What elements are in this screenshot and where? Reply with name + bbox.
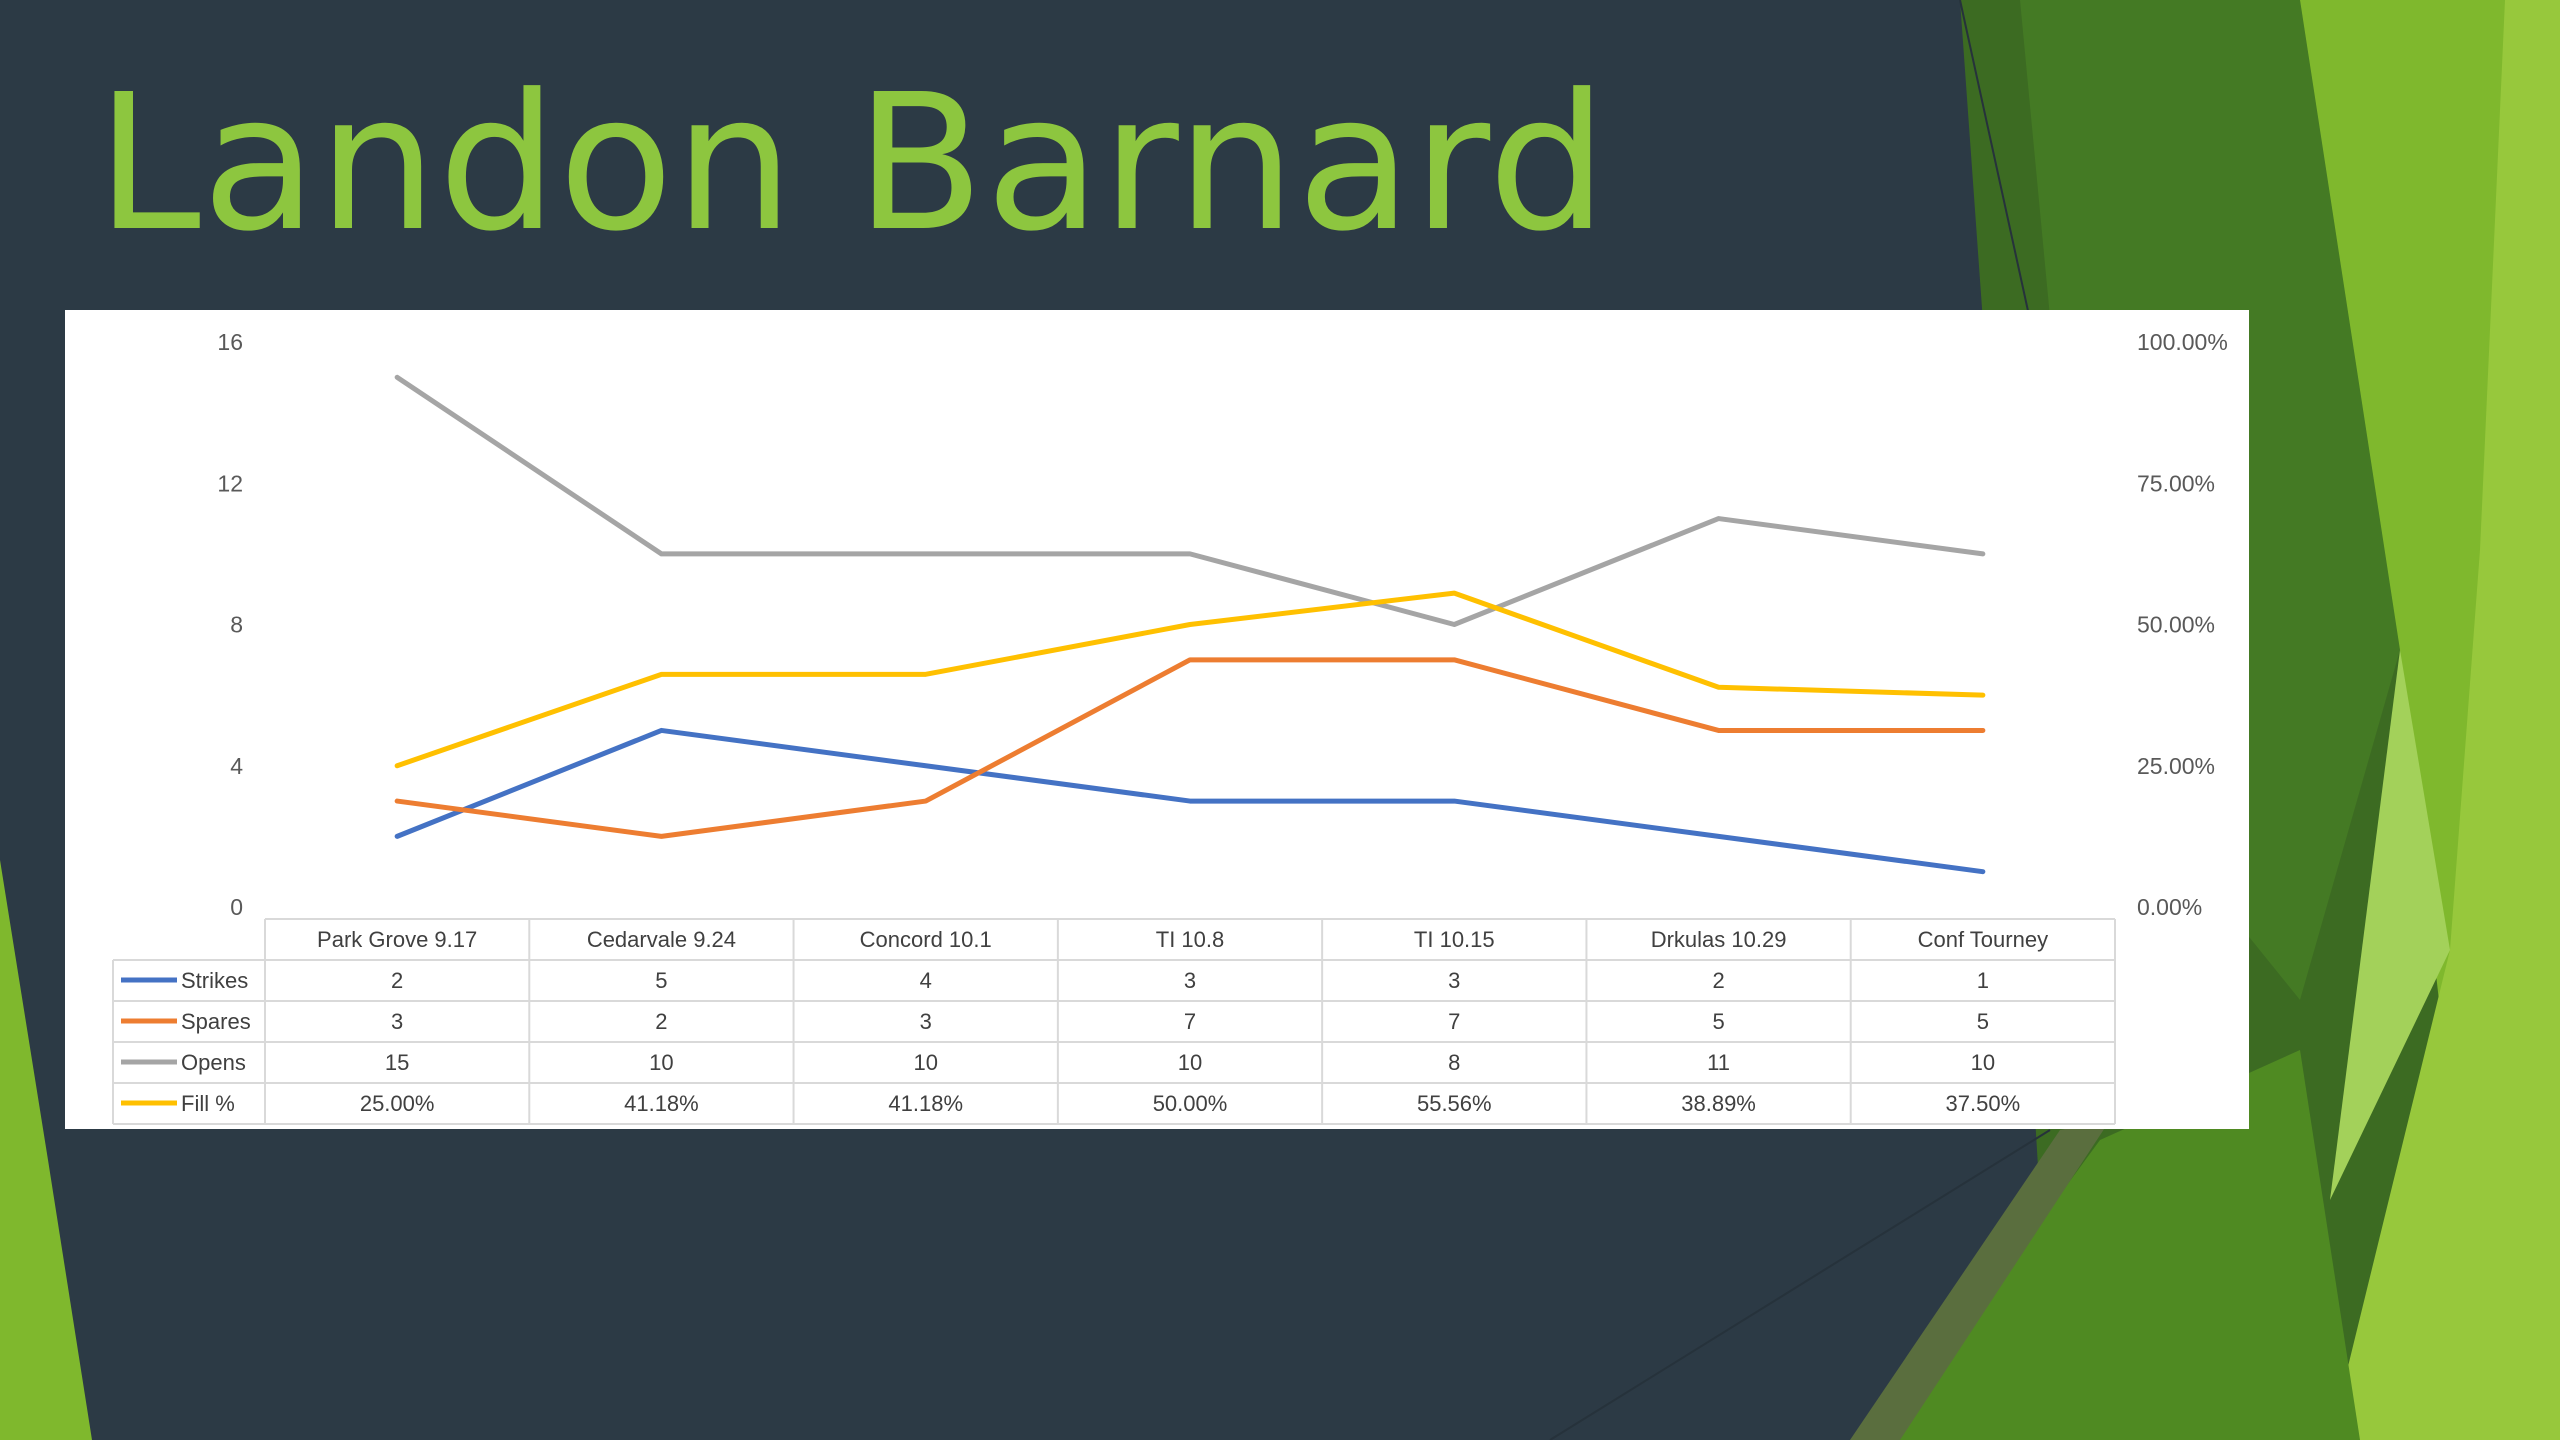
series-line-spares: [394, 657, 1986, 839]
table-cell-value: 2: [655, 1009, 667, 1034]
category-label: Concord 10.1: [860, 927, 992, 952]
line-chart: 04812160.00%25.00%50.00%75.00%100.00%Par…: [112, 329, 2228, 1125]
table-row-name: Opens: [181, 1050, 246, 1075]
table-cell-value: 11: [1707, 1050, 1730, 1075]
table-cell-value: 7: [1184, 1009, 1196, 1034]
table-cell-value: 50.00%: [1153, 1091, 1228, 1116]
category-label: TI 10.8: [1156, 927, 1224, 952]
table-cell-value: 10: [913, 1050, 937, 1075]
y-left-tick-label: 0: [230, 894, 243, 920]
table-cell-value: 15: [385, 1050, 409, 1075]
table-row-name: Spares: [181, 1009, 251, 1034]
table-row-name: Strikes: [181, 968, 248, 993]
category-label: TI 10.15: [1414, 927, 1495, 952]
table-cell-value: 10: [1971, 1050, 1995, 1075]
table-cell-value: 41.18%: [624, 1091, 699, 1116]
table-cell-value: 10: [649, 1050, 673, 1075]
y-left-tick-label: 12: [217, 470, 243, 496]
table-cell-value: 37.50%: [1946, 1091, 2021, 1116]
decor-line: [1959, 0, 2031, 321]
table-cell-value: 25.00%: [360, 1091, 435, 1116]
y-right-tick-label: 75.00%: [2137, 470, 2215, 496]
category-label: Conf Tourney: [1918, 927, 2048, 952]
decor-shape-pale-green: [2330, 650, 2450, 1200]
table-cell-value: 3: [391, 1009, 403, 1034]
table-row-name: Fill %: [181, 1091, 235, 1116]
category-label: Park Grove 9.17: [317, 927, 477, 952]
y-right-tick-label: 50.00%: [2137, 612, 2215, 638]
y-right-tick-label: 0.00%: [2137, 894, 2202, 920]
table-cell-value: 5: [1977, 1009, 1989, 1034]
slide-title: Landon Barnard: [96, 54, 1609, 273]
table-cell-value: 4: [920, 968, 932, 993]
table-cell-value: 41.18%: [888, 1091, 963, 1116]
table-cell-value: 55.56%: [1417, 1091, 1492, 1116]
y-right-tick-label: 100.00%: [2137, 329, 2228, 355]
decor-shape-olive: [1850, 1120, 2110, 1440]
category-label: Drkulas 10.29: [1651, 927, 1787, 952]
chart-panel: 0 4 8 12 16 0.00% 25.00% 50.00% 75.00% 100.00% Par…: [65, 310, 2249, 1129]
decor-line-lower: [1549, 1129, 2051, 1440]
y-right-tick-label: 25.00%: [2137, 753, 2215, 779]
table-cell-value: 3: [920, 1009, 932, 1034]
series-line-fill: [394, 590, 1986, 769]
table-cell-value: 8: [1448, 1050, 1460, 1075]
decor-shape-lower-green: [1880, 1050, 2360, 1440]
series-line-opens: [394, 374, 1986, 627]
category-label: Cedarvale 9.24: [587, 927, 736, 952]
table-cell-value: 3: [1184, 968, 1196, 993]
table-cell-value: 3: [1448, 968, 1460, 993]
table-cell-value: 2: [1712, 968, 1724, 993]
table-cell-value: 2: [391, 968, 403, 993]
series-line-strikes: [394, 727, 1986, 875]
table-cell-value: 1: [1977, 968, 1989, 993]
table-cell-value: 38.89%: [1681, 1091, 1756, 1116]
table-cell-value: 10: [1178, 1050, 1202, 1075]
table-cell-value: 7: [1448, 1009, 1460, 1034]
y-left-tick-label: 4: [230, 753, 243, 779]
decor-shape-left-green: [0, 860, 92, 1440]
y-left-tick-label: 16: [217, 329, 243, 355]
table-cell-value: 5: [1712, 1009, 1724, 1034]
y-left-tick-label: 8: [230, 612, 243, 638]
table-cell-value: 5: [655, 968, 667, 993]
decor-shape-light-green: [2330, 0, 2560, 1440]
